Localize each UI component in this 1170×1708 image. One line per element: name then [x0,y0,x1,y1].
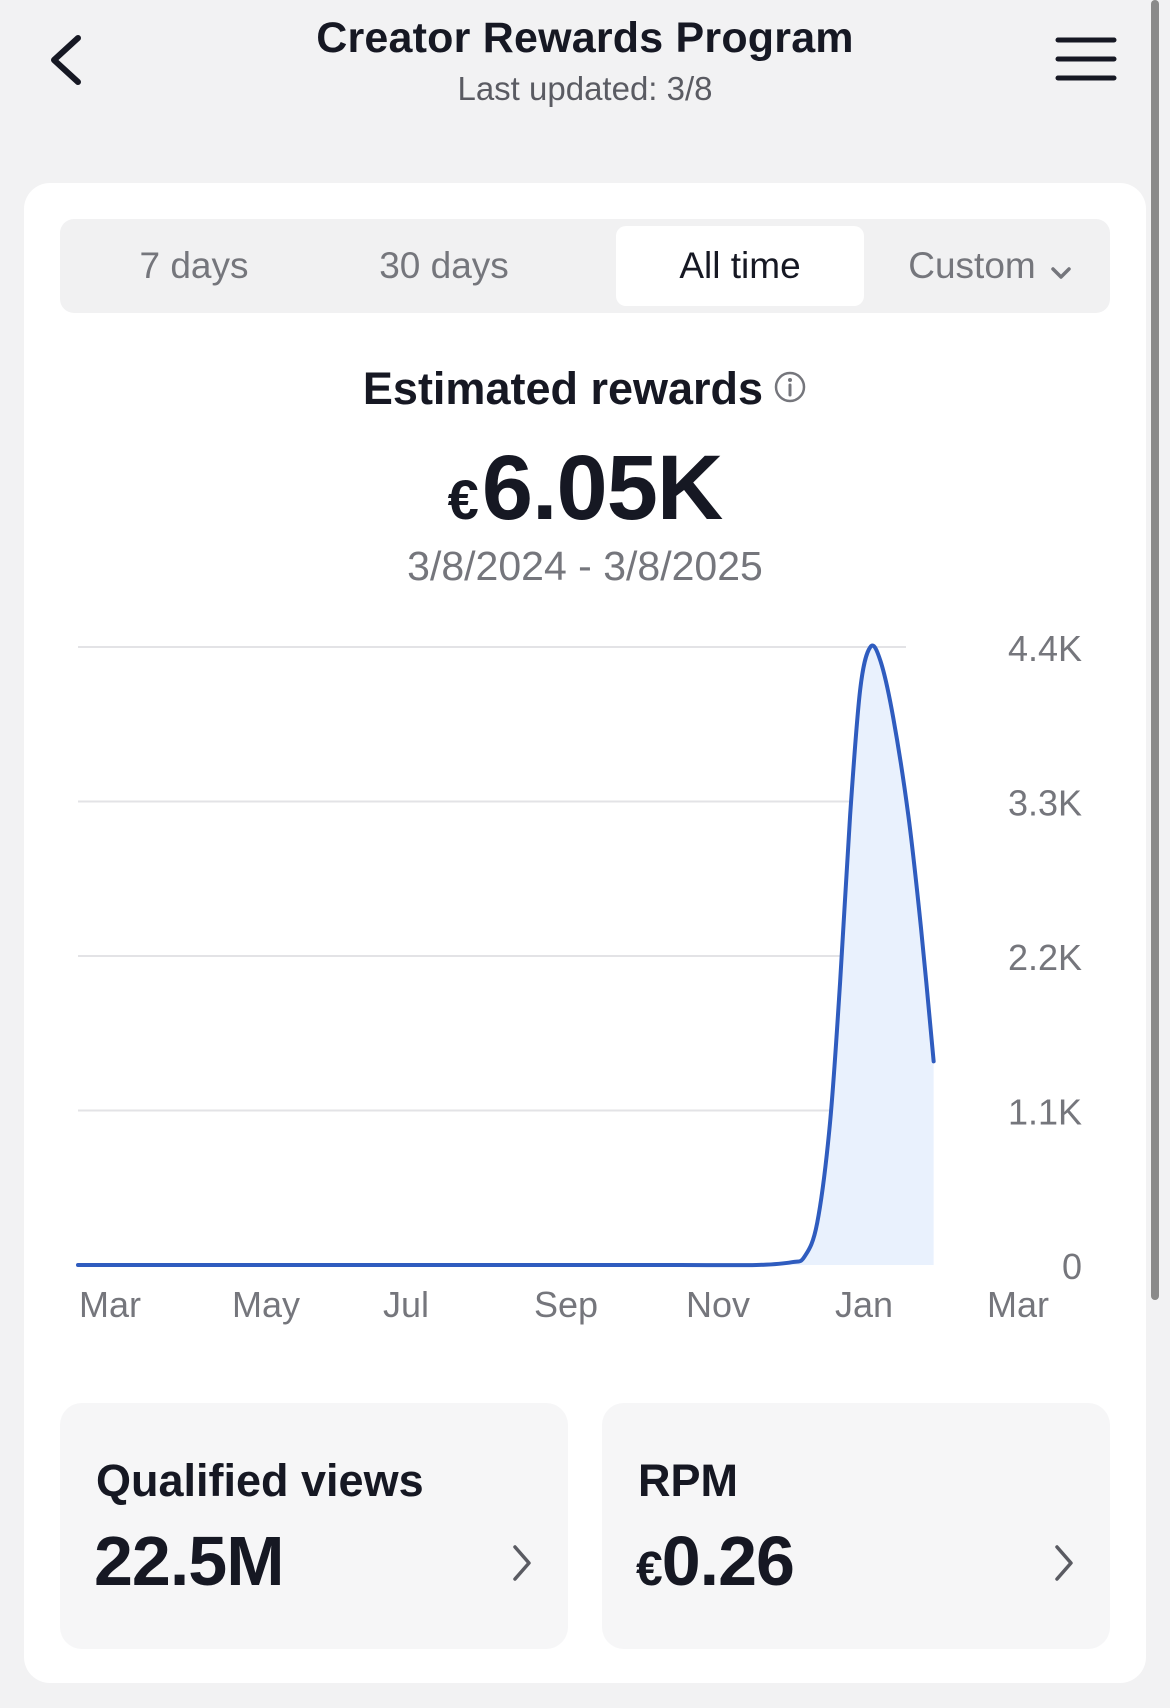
tab-custom[interactable]: Custom [874,226,1106,306]
rewards-amount: 6.05K [481,437,723,539]
y-tick-label: 0 [1062,1246,1082,1287]
tab-label: 7 days [139,245,249,286]
menu-button[interactable] [1054,32,1118,88]
tab-7-days[interactable]: 7 days [78,226,310,306]
series-line [76,643,936,1268]
x-tick-label: Nov [686,1284,750,1325]
metric-title: Estimated rewards [24,363,1146,415]
back-button[interactable] [40,28,96,92]
x-tick-label: Jan [835,1284,893,1325]
currency-symbol: € [447,468,479,531]
stat-value: €0.26 [636,1521,795,1601]
stat-amount: 22.5M [94,1522,285,1600]
currency-symbol: € [636,1543,663,1596]
stat-amount: 0.26 [661,1522,795,1600]
last-updated: Last updated: 3/8 [457,70,713,107]
stat-value: 22.5M [94,1521,285,1601]
page-title: Creator Rewards Program [316,14,854,62]
chevron-right-icon [1052,1543,1076,1588]
tab-label: All time [679,245,801,286]
tab-30-days[interactable]: 30 days [328,226,560,306]
date-range-tabs: 7 days 30 days All time Custom [60,219,1110,313]
y-tick-label: 2.2K [1008,937,1082,978]
y-tick-label: 3.3K [1008,783,1082,824]
x-tick-label: Mar [79,1284,141,1325]
stat-label: RPM [638,1455,738,1506]
chevron-right-icon [510,1543,534,1588]
header: Creator Rewards Program Last updated: 3/… [0,0,1170,150]
scrollbar[interactable] [1151,0,1159,1300]
x-tick-label: Jul [383,1284,429,1325]
y-tick-label: 1.1K [1008,1092,1082,1133]
tab-label: Custom [908,245,1036,286]
rewards-card: 7 days 30 days All time Custom Estimated… [24,183,1146,1683]
qualified-views-card[interactable]: Qualified views 22.5M [60,1403,568,1649]
estimated-rewards-value: €6.05K [24,433,1146,555]
info-icon[interactable] [773,363,807,415]
series-area [78,645,934,1266]
tab-label: 30 days [379,245,509,286]
hamburger-menu-icon [1055,37,1117,81]
chevron-down-icon [1050,228,1072,308]
stat-label: Qualified views [96,1455,424,1506]
x-tick-label: May [232,1284,300,1325]
rpm-card[interactable]: RPM €0.26 [602,1403,1110,1649]
x-tick-label: Mar [987,1284,1049,1325]
metric-title-label: Estimated rewards [362,363,764,414]
x-tick-label: Sep [534,1284,598,1325]
rewards-chart: 0 1.1K 2.2K 3.3K 4.4K Mar May Jul Sep Nov Jan Mar [76,628,1082,1325]
date-range: 3/8/2024 - 3/8/2025 [407,543,763,589]
tab-all-time[interactable]: All time [616,226,864,306]
y-tick-label: 4.4K [1008,628,1082,669]
chevron-left-icon [51,35,81,85]
